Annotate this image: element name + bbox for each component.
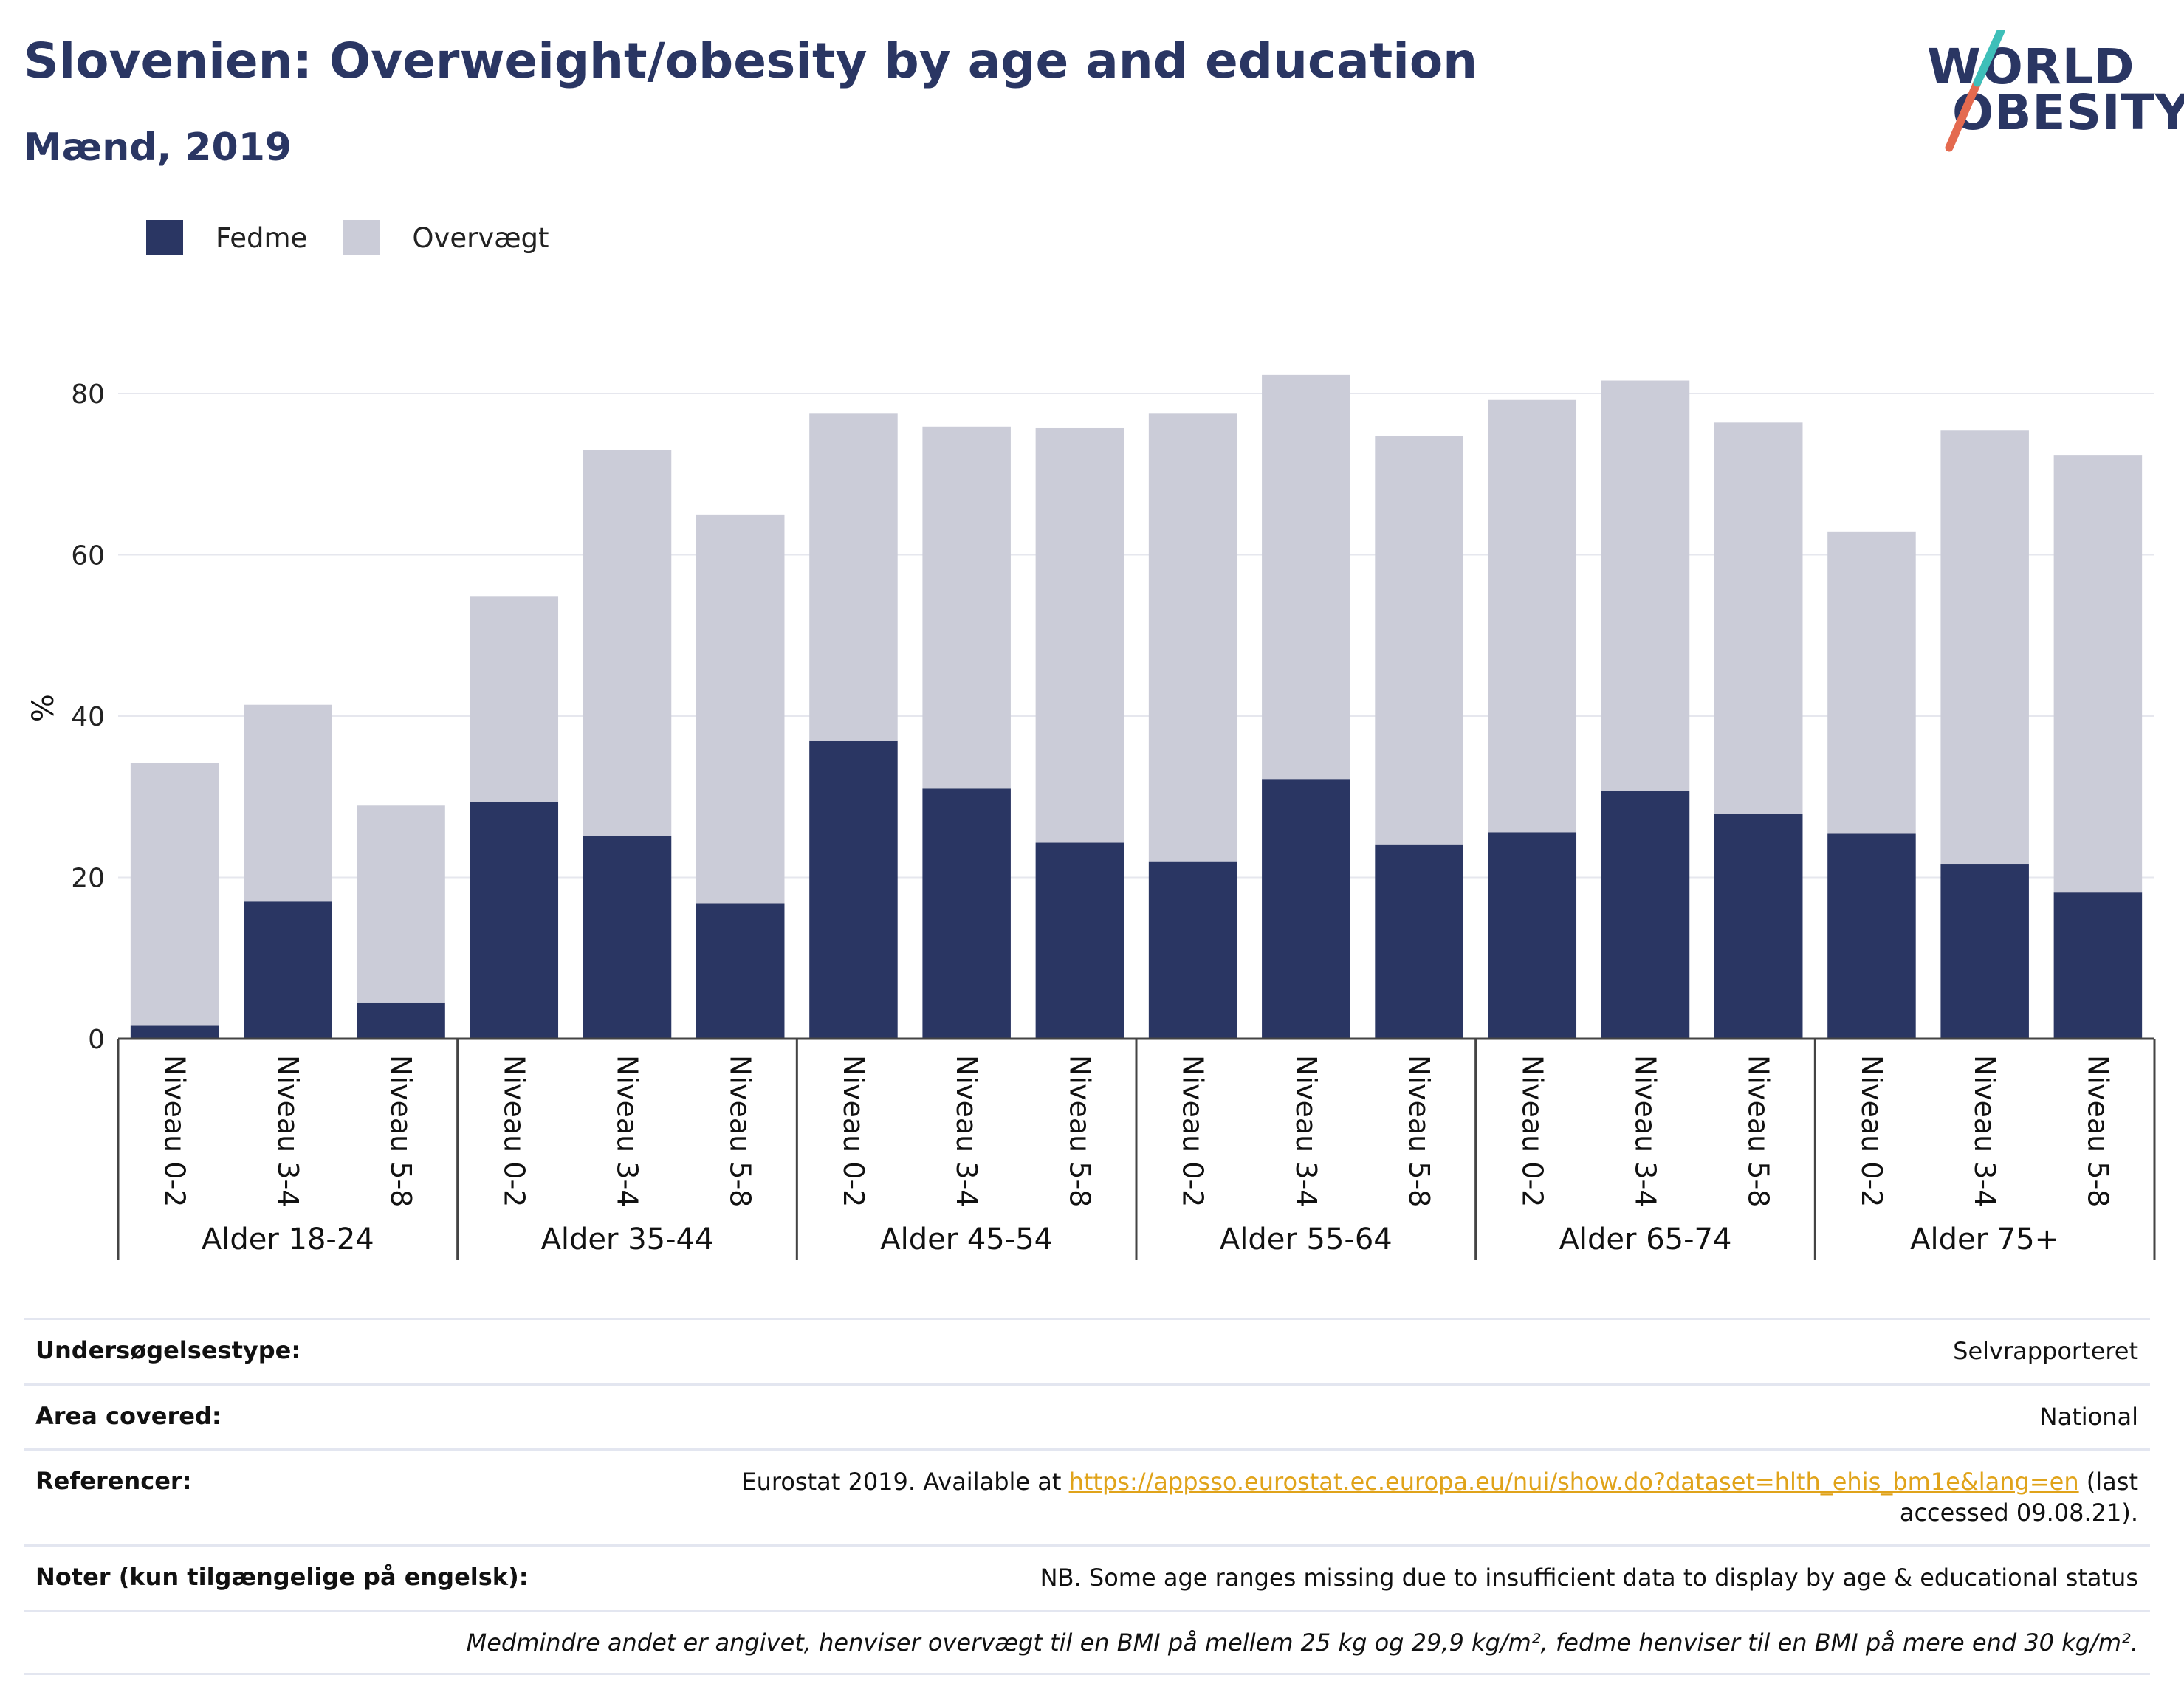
bar-overvaegt bbox=[1148, 413, 1237, 862]
x-subcategory-label: Niveau 3-4 bbox=[272, 1055, 304, 1207]
info-value-survey-type: Selvrapporteret bbox=[1953, 1337, 2138, 1365]
bar-overvaegt bbox=[583, 450, 672, 836]
x-subcategory-label: Niveau 5-8 bbox=[1742, 1055, 1775, 1207]
bar-overvaegt bbox=[1035, 427, 1124, 843]
bar-fedme bbox=[470, 802, 559, 1039]
info-row-survey-type: Undersøgelsestype: Selvrapporteret bbox=[24, 1318, 2150, 1383]
legend-swatch-fedme bbox=[146, 220, 183, 255]
bar-fedme bbox=[1714, 814, 1803, 1039]
x-group-label: Alder 45-54 bbox=[880, 1223, 1053, 1256]
logo-word-obesity: OBESITY bbox=[1952, 84, 2184, 141]
x-subcategory-label: Niveau 3-4 bbox=[611, 1055, 644, 1207]
x-subcategory-label: Niveau 0-2 bbox=[159, 1055, 191, 1207]
x-subcategory-label: Niveau 5-8 bbox=[2081, 1055, 2114, 1207]
bar-overvaegt bbox=[1262, 374, 1350, 780]
chart-legend: Fedme Overvægt bbox=[146, 219, 585, 257]
x-subcategory-label: Niveau 0-2 bbox=[1516, 1055, 1548, 1207]
bar-fedme bbox=[1262, 779, 1350, 1039]
bar-fedme bbox=[244, 901, 332, 1039]
logo-slash-icon bbox=[1945, 30, 2005, 152]
world-obesity-logo: WORLD OBESITY bbox=[1927, 30, 2184, 155]
x-group-label: Alder 75+ bbox=[1910, 1223, 2059, 1256]
bar-overvaegt bbox=[357, 805, 445, 1003]
y-tick-label: 0 bbox=[88, 1025, 105, 1055]
y-tick-label: 20 bbox=[71, 864, 105, 894]
bar-fedme bbox=[696, 903, 785, 1039]
bar-fedme bbox=[1375, 844, 1463, 1039]
info-label-area: Area covered: bbox=[35, 1401, 222, 1430]
x-subcategory-label: Niveau 5-8 bbox=[1403, 1055, 1435, 1207]
bar-overvaegt bbox=[244, 704, 332, 902]
info-value-area: National bbox=[2039, 1402, 2138, 1431]
bar-fedme bbox=[1827, 833, 1916, 1039]
bar-overvaegt bbox=[1940, 430, 2029, 865]
bmi-footnote: Medmindre andet er angivet, henviser ove… bbox=[466, 1628, 2138, 1657]
info-value-references: Eurostat 2019. Available at https://apps… bbox=[662, 1467, 2138, 1528]
info-label-notes: Noter (kun tilgængelige på engelsk): bbox=[35, 1563, 529, 1592]
bar-overvaegt bbox=[1488, 399, 1577, 833]
x-subcategory-label: Niveau 3-4 bbox=[1968, 1055, 2001, 1207]
bar-fedme bbox=[1601, 791, 1690, 1039]
info-row-area: Area covered: National bbox=[24, 1383, 2150, 1449]
reference-link[interactable]: https://appsso.eurostat.ec.europa.eu/nui… bbox=[1068, 1468, 2079, 1496]
x-group-label: Alder 65-74 bbox=[1559, 1223, 1732, 1256]
x-group-label: Alder 35-44 bbox=[541, 1223, 714, 1256]
legend-swatch-overvaegt bbox=[343, 220, 380, 255]
info-row-references: Referencer: Eurostat 2019. Available at … bbox=[24, 1448, 2150, 1544]
legend-item-overvaegt[interactable]: Overvægt bbox=[343, 220, 549, 255]
bar-fedme bbox=[583, 836, 672, 1039]
x-subcategory-label: Niveau 0-2 bbox=[837, 1055, 870, 1207]
x-group-label: Alder 55-64 bbox=[1220, 1223, 1393, 1256]
x-subcategory-label: Niveau 0-2 bbox=[498, 1055, 530, 1207]
bar-overvaegt bbox=[809, 413, 898, 741]
chart-title: Slovenien: Overweight/obesity by age and… bbox=[24, 32, 1478, 89]
bar-overvaegt bbox=[1827, 531, 1916, 834]
bar-fedme bbox=[1035, 842, 1124, 1039]
bar-fedme bbox=[357, 1002, 445, 1039]
info-label-survey-type: Undersøgelsestype: bbox=[35, 1336, 301, 1364]
y-tick-label: 40 bbox=[71, 702, 105, 732]
info-value-notes: NB. Some age ranges missing due to insuf… bbox=[1040, 1564, 2138, 1592]
chart-subtitle: Mænd, 2019 bbox=[24, 126, 292, 170]
reference-text-prefix: Eurostat 2019. Available at bbox=[741, 1468, 1069, 1496]
bar-overvaegt bbox=[470, 596, 559, 802]
bar-fedme bbox=[1148, 861, 1237, 1039]
bar-overvaegt bbox=[130, 763, 219, 1026]
bar-fedme bbox=[1488, 832, 1577, 1039]
x-subcategory-label: Niveau 5-8 bbox=[724, 1055, 757, 1207]
bar-overvaegt bbox=[1714, 422, 1803, 814]
x-subcategory-label: Niveau 5-8 bbox=[1063, 1055, 1096, 1207]
x-subcategory-label: Niveau 5-8 bbox=[385, 1055, 417, 1207]
logo-word-world: WORLD bbox=[1927, 38, 2135, 95]
bar-overvaegt bbox=[1601, 380, 1690, 791]
x-subcategory-label: Niveau 3-4 bbox=[950, 1055, 983, 1207]
bar-fedme bbox=[1940, 864, 2029, 1039]
legend-label-overvaegt: Overvægt bbox=[412, 221, 549, 254]
x-subcategory-label: Niveau 0-2 bbox=[1855, 1055, 1888, 1207]
stacked-bar-chart: 0 20 40 60 80% Niveau 0-2 Niveau 3-4 Niveau 5-8… bbox=[27, 374, 2156, 1260]
bar-overvaegt bbox=[922, 426, 1011, 789]
x-subcategory-label: Niveau 3-4 bbox=[1290, 1055, 1322, 1207]
info-row-footnote: Medmindre andet er angivet, henviser ove… bbox=[24, 1609, 2150, 1675]
info-table: Undersøgelsestype: Selvrapporteret Area … bbox=[24, 1318, 2150, 1675]
bar-overvaegt bbox=[696, 514, 785, 904]
y-axis-title: % bbox=[27, 694, 61, 722]
x-subcategory-label: Niveau 0-2 bbox=[1177, 1055, 1209, 1207]
reference-text-suffix: (last accessed 09.08.21). bbox=[1899, 1468, 2138, 1527]
y-tick-label: 60 bbox=[71, 541, 105, 571]
info-row-notes: Noter (kun tilgængelige på engelsk): NB.… bbox=[24, 1544, 2150, 1610]
y-tick-label: 80 bbox=[71, 379, 105, 410]
info-label-references: Referencer: bbox=[35, 1467, 192, 1496]
bar-fedme bbox=[922, 788, 1011, 1039]
legend-item-fedme[interactable]: Fedme bbox=[146, 220, 307, 255]
x-group-label: Alder 18-24 bbox=[202, 1223, 374, 1256]
bar-fedme bbox=[2053, 892, 2143, 1039]
bar-overvaegt bbox=[1375, 436, 1463, 845]
bar-fedme bbox=[809, 740, 898, 1039]
legend-label-fedme: Fedme bbox=[216, 221, 308, 254]
x-subcategory-label: Niveau 3-4 bbox=[1630, 1055, 1662, 1207]
bar-fedme bbox=[130, 1025, 219, 1039]
bar-overvaegt bbox=[2053, 455, 2143, 893]
